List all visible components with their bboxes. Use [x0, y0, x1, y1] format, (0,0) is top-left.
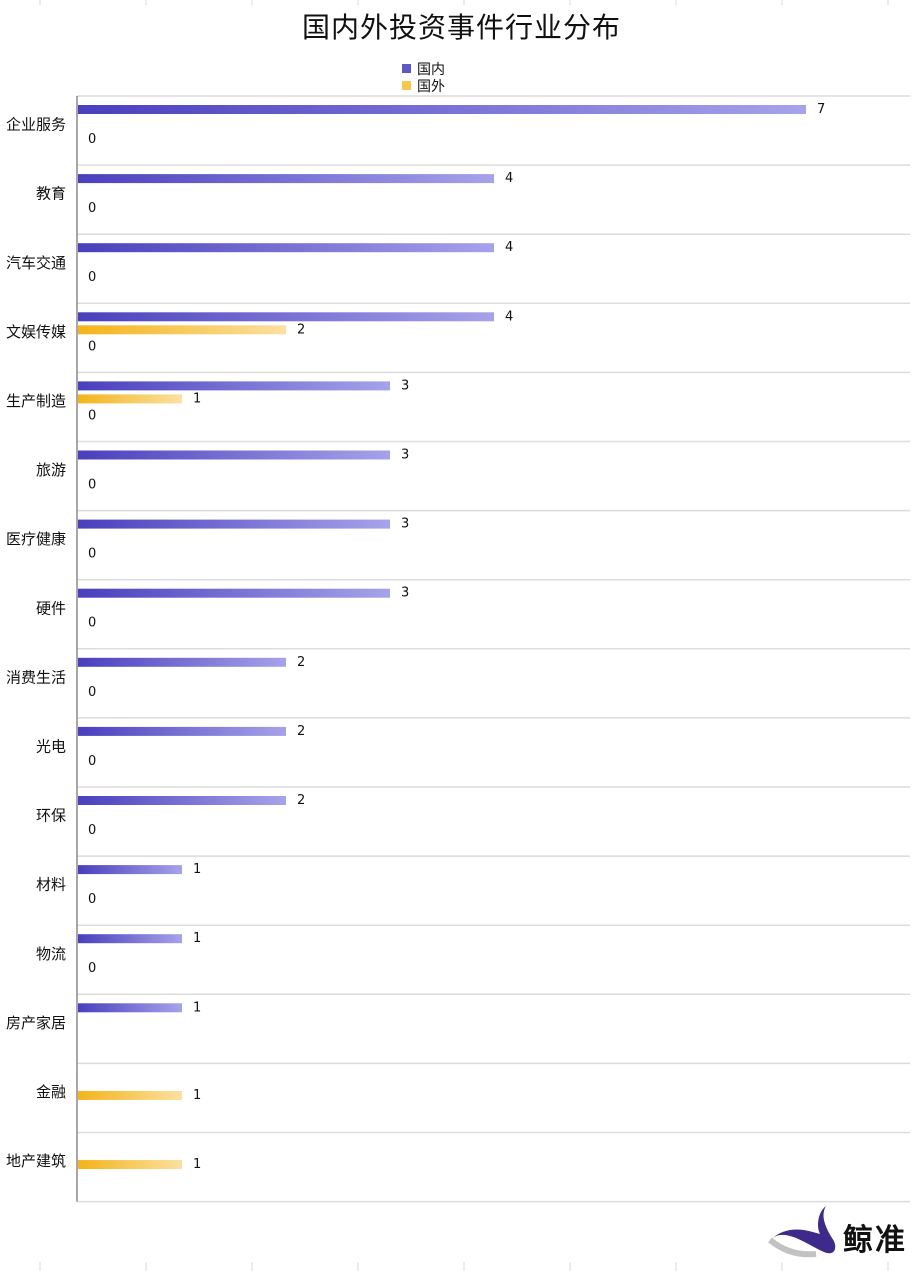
bar-value-label: 3: [401, 448, 409, 463]
legend-item-foreign: 国外: [402, 77, 445, 95]
zero-value-label: 0: [88, 685, 96, 700]
bar-domestic: [78, 657, 286, 667]
bar-domestic: [78, 1003, 182, 1013]
zero-value-label: 0: [88, 270, 96, 285]
category-label: 旅游: [36, 461, 66, 479]
bar-value-label: 3: [401, 517, 409, 532]
bar-domestic: [78, 243, 494, 253]
zero-value-label: 0: [88, 892, 96, 907]
bar-value-label: 2: [297, 322, 305, 337]
zero-value-label: 0: [88, 201, 96, 216]
whale-logo-icon: [768, 1206, 836, 1258]
bar-domestic: [78, 796, 286, 805]
bar-domestic: [78, 381, 390, 391]
bar-domestic: [78, 726, 286, 736]
zero-value-label: 0: [88, 478, 96, 493]
chart-legend: 国内 国外: [402, 60, 445, 95]
category-label: 金融: [36, 1083, 66, 1101]
bar-value-label: 1: [193, 1088, 201, 1103]
bar-foreign: [78, 1090, 182, 1100]
bar-domestic: [78, 450, 390, 460]
bar-value-label: 2: [297, 655, 305, 670]
bar-value-label: 1: [193, 391, 201, 406]
bar-domestic: [78, 105, 806, 114]
category-label: 消费生活: [6, 668, 66, 686]
category-label: 材料: [36, 876, 66, 894]
category-label: 汽车交通: [6, 254, 66, 272]
bar-domestic: [78, 519, 390, 529]
zero-value-label: 0: [88, 754, 96, 769]
bar-domestic: [78, 588, 390, 598]
category-label: 物流: [36, 945, 66, 963]
bar-value-label: 4: [505, 171, 513, 186]
category-label: 光电: [36, 737, 66, 755]
bar-value-label: 1: [193, 862, 201, 877]
zero-value-label: 0: [88, 961, 96, 976]
category-label: 医疗健康: [6, 530, 66, 548]
category-label: 房产家居: [6, 1014, 66, 1032]
bar-value-label: 3: [401, 586, 409, 601]
category-label: 企业服务: [6, 116, 66, 134]
bar-foreign: [78, 394, 182, 404]
legend-label-foreign: 国外: [417, 78, 445, 95]
bar-value-label: 1: [193, 931, 201, 946]
zero-value-label: 0: [88, 823, 96, 838]
category-label: 硬件: [36, 599, 66, 617]
bar-domestic: [78, 312, 494, 322]
category-label: 生产制造: [6, 392, 66, 410]
chart-title: 国内外投资事件行业分布: [301, 11, 621, 44]
bar-value-label: 2: [297, 724, 305, 739]
legend-swatch-domestic: [402, 64, 411, 73]
zero-value-label: 0: [88, 547, 96, 562]
category-label: 地产建筑: [6, 1152, 66, 1170]
bar-value-label: 3: [401, 378, 409, 393]
bar-value-label: 4: [505, 309, 513, 324]
bar-foreign: [78, 325, 286, 335]
bar-value-label: 1: [193, 1157, 201, 1172]
zero-value-label: 0: [88, 132, 96, 147]
legend-item-domestic: 国内: [402, 60, 445, 78]
category-label: 教育: [36, 185, 66, 203]
category-label: 文娱传媒: [6, 323, 66, 341]
bar-value-label: 1: [193, 1000, 201, 1015]
zero-value-label: 0: [88, 616, 96, 631]
bar-domestic: [78, 174, 494, 184]
zero-value-label: 0: [88, 408, 96, 423]
zero-value-label: 0: [88, 339, 96, 354]
legend-label-domestic: 国内: [417, 61, 445, 78]
bar-value-label: 4: [505, 240, 513, 255]
bar-value-label: 2: [297, 793, 305, 808]
brand-name: 鲸准: [843, 1223, 907, 1258]
legend-swatch-foreign: [402, 81, 411, 90]
category-label: 环保: [36, 807, 66, 825]
bar-domestic: [78, 934, 182, 944]
bar-foreign: [78, 1160, 182, 1170]
bar-domestic: [78, 865, 182, 875]
bar-value-label: 7: [817, 102, 825, 117]
